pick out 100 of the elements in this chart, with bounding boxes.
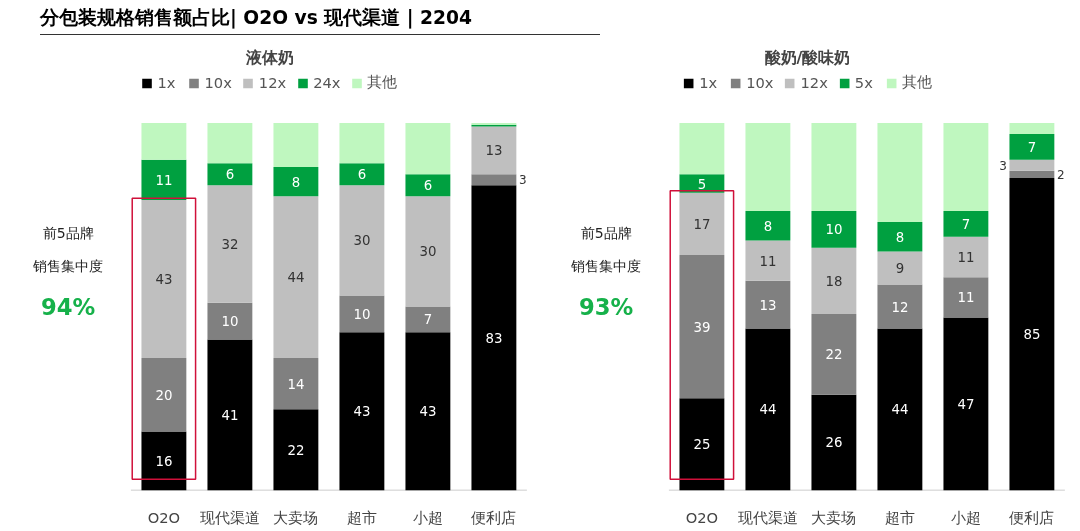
bar — [943, 122, 989, 212]
data-label: 11 — [957, 249, 975, 265]
x-tick-label: 便利店 — [1009, 508, 1055, 526]
bar — [745, 211, 791, 241]
data-label: 22 — [287, 442, 305, 458]
x-tick-label: 现代渠道 — [737, 508, 798, 526]
data-label: 10 — [221, 314, 239, 330]
data-label: 44 — [759, 402, 777, 418]
bar — [679, 398, 725, 491]
data-label: 7 — [1027, 139, 1037, 155]
data-label: 39 — [693, 319, 711, 335]
bar — [679, 255, 725, 399]
x-tick-label: O2O — [685, 508, 719, 526]
data-label: 5 — [697, 176, 707, 192]
bar — [1009, 170, 1055, 178]
bar — [141, 122, 187, 160]
bar — [877, 251, 923, 285]
data-label: 32 — [221, 237, 239, 253]
data-label: 3 — [518, 173, 527, 188]
data-label: 83 — [485, 330, 503, 346]
bar — [405, 174, 451, 197]
data-label: 14 — [287, 376, 305, 392]
data-label: 13 — [485, 143, 503, 159]
data-label: 6 — [357, 167, 367, 183]
bar — [273, 166, 319, 197]
x-tick-label: 超市 — [346, 508, 377, 526]
data-label: 43 — [155, 271, 173, 287]
data-label: 6 — [423, 178, 433, 194]
legend-label: 其他 — [901, 73, 932, 92]
data-label: 43 — [353, 404, 371, 420]
legend-label: 其他 — [367, 73, 398, 92]
text: 94% — [41, 293, 96, 320]
data-label: 6 — [225, 167, 235, 183]
data-label: 10 — [825, 222, 843, 238]
data-label: 20 — [155, 387, 173, 403]
text: 销售集中度 — [32, 258, 104, 275]
chart-title: 分包装规格销售额占比| O2O vs 现代渠道 | 2204 — [40, 6, 472, 31]
bar — [141, 431, 187, 491]
bar — [273, 409, 319, 491]
text: 销售集中度 — [570, 258, 642, 275]
legend-label: 10x — [746, 74, 774, 91]
bar — [811, 247, 857, 314]
bar — [141, 200, 187, 358]
bar — [811, 394, 857, 491]
legend-label: 5x — [854, 74, 874, 91]
data-label: 47 — [957, 396, 975, 412]
bar — [943, 277, 989, 318]
data-label: 22 — [825, 347, 843, 363]
bar — [811, 313, 857, 395]
data-label: 30 — [419, 244, 437, 260]
bar — [1009, 159, 1055, 171]
data-label: 43 — [419, 404, 437, 420]
bar — [877, 122, 923, 223]
data-label: 25 — [693, 437, 711, 453]
data-label: 16 — [155, 453, 173, 469]
bar — [339, 163, 385, 186]
bar — [405, 122, 451, 175]
data-label: 7 — [423, 312, 433, 328]
bar — [405, 332, 451, 491]
data-label: 7 — [961, 216, 971, 232]
data-label: 26 — [825, 435, 843, 451]
legend-label: 12x — [258, 74, 287, 91]
bar — [339, 295, 385, 333]
x-tick-label: 现代渠道 — [199, 508, 260, 526]
legend-label: 24x — [313, 74, 341, 91]
data-label: 85 — [1023, 327, 1041, 343]
data-label: 17 — [693, 216, 711, 232]
bar — [943, 317, 989, 491]
bar — [745, 240, 791, 281]
data-label: 8 — [291, 174, 301, 190]
data-label: 11 — [759, 253, 777, 269]
bar — [141, 159, 187, 201]
text: 93% — [579, 293, 634, 320]
bar — [207, 185, 253, 303]
data-label: 12 — [891, 299, 909, 315]
data-label: 9 — [895, 260, 905, 276]
bar — [273, 196, 319, 358]
bar — [207, 339, 253, 491]
x-tick-label: 超市 — [884, 508, 915, 526]
text: 前5品牌 — [580, 225, 632, 242]
bar — [405, 306, 451, 333]
bar — [207, 163, 253, 186]
bar — [745, 328, 791, 491]
bar — [1009, 133, 1055, 160]
data-label: 8 — [763, 218, 773, 234]
data-label: 13 — [759, 297, 777, 313]
data-label: 3 — [999, 158, 1007, 173]
bar — [207, 122, 253, 164]
bar — [405, 196, 451, 307]
bar — [471, 174, 517, 186]
bar — [1009, 178, 1055, 491]
data-label: 11 — [155, 172, 173, 188]
bar — [877, 328, 923, 491]
bar — [207, 302, 253, 340]
x-tick-label: 小超 — [950, 508, 981, 526]
legend-label: 10x — [204, 74, 232, 91]
bar — [877, 284, 923, 329]
bar — [1009, 122, 1055, 134]
bar — [141, 357, 187, 432]
bar — [943, 236, 989, 278]
